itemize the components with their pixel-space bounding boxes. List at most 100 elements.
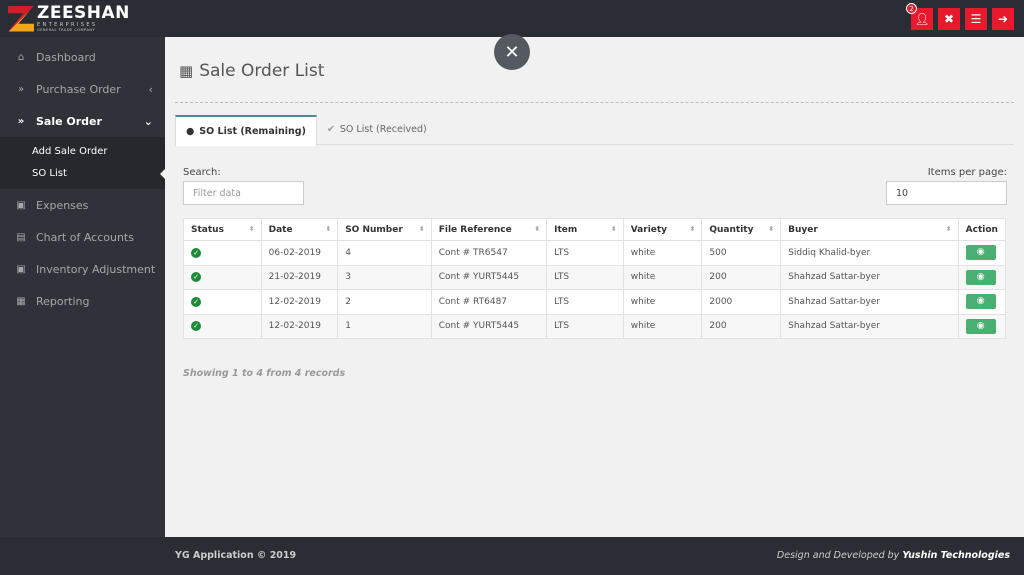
table-cell: 4 (337, 240, 432, 266)
divider (175, 102, 1014, 103)
sort-icon[interactable]: ⬍ (768, 224, 775, 233)
items-per-page-input[interactable]: 10 (886, 181, 1007, 205)
tab-bar: ● SO List (Remaining) ✔ SO List (Received) (175, 115, 1014, 146)
brand-line2: GENERAL TRADE COMPANY (37, 28, 96, 32)
status-cell: ✓ (183, 289, 262, 315)
action-cell: ◉ (957, 313, 1007, 339)
credit-company: Yushin Technologies (902, 550, 1010, 561)
sidebar-item-reporting[interactable]: ▦ Reporting (0, 285, 165, 317)
column-label: Action (965, 224, 998, 235)
search-input[interactable]: Filter data (183, 181, 304, 205)
sidebar-item-label: Dashboard (36, 50, 96, 64)
sidebar-item-label: Inventory Adjustment (36, 262, 156, 276)
action-cell: ◉ (957, 240, 1007, 266)
check-circle-icon: ✔ (326, 124, 335, 135)
eye-icon: ◉ (976, 320, 985, 331)
table-row: ✓ 06-02-2019 4 Cont # TR6547 LTS white 500 Sidd… (183, 240, 1007, 266)
table-cell: LTS (546, 289, 624, 315)
sort-icon[interactable]: ⬍ (325, 224, 332, 233)
table-cell: 200 (701, 264, 782, 290)
table-cell: 2000 (701, 289, 782, 315)
close-button[interactable]: ✕ (494, 34, 530, 70)
table-cell: white (622, 264, 703, 290)
double-chevron-icon: » (17, 115, 25, 127)
page-title-text: Sale Order List (199, 61, 325, 81)
tab-label: SO List (Received) (339, 124, 427, 135)
column-header[interactable]: Item ⬍ (546, 218, 624, 241)
user-button[interactable]: 👤︎ 2 (906, 3, 933, 30)
view-button[interactable]: ◉ (965, 269, 996, 285)
sort-icon[interactable]: ⬍ (945, 224, 952, 233)
sort-icon[interactable]: ⬍ (689, 224, 696, 233)
view-button[interactable]: ◉ (965, 318, 996, 334)
top-bar: ZEESHAN ENTERPRISES GENERAL TRADE COMPAN… (0, 0, 1024, 37)
column-label: Quantity (709, 224, 754, 235)
sidebar-item-sale-order[interactable]: » Sale Order ⌄ (0, 105, 165, 137)
check-circle-icon: ✓ (191, 247, 201, 258)
table-cell: Shahzad Sattar-byer (780, 289, 959, 315)
column-label: Variety (630, 224, 668, 235)
chevron-down-icon: ⌄ (143, 114, 153, 128)
logout-button[interactable]: ➜ (992, 8, 1014, 30)
eye-icon: ◉ (976, 247, 985, 258)
sidebar-item-label: Chart of Accounts (36, 230, 134, 244)
column-header[interactable]: Buyer ⬍ (780, 218, 959, 241)
view-button[interactable]: ◉ (965, 294, 996, 310)
footer: YG Application © 2019 Design and Develop… (165, 537, 1024, 575)
table-cell: Shahzad Sattar-byer (780, 313, 959, 339)
column-header[interactable]: Quantity ⬍ (701, 218, 782, 241)
table-cell: 12-02-2019 (260, 289, 339, 315)
sort-icon[interactable]: ⬍ (610, 224, 617, 233)
column-header[interactable]: File Reference ⬍ (430, 218, 548, 241)
sale-order-submenu: Add Sale Order SO List (0, 137, 165, 189)
page-title: ▦ Sale Order List (179, 61, 324, 81)
table-cell: 200 (701, 313, 782, 339)
sidebar-footer (0, 537, 165, 575)
table-cell: 500 (701, 240, 782, 266)
table-cell: white (622, 240, 703, 266)
sidebar-item-label: Reporting (36, 294, 90, 308)
sort-icon[interactable]: ⬍ (418, 224, 425, 233)
table-cell: white (622, 289, 703, 315)
sidebar-item-expenses[interactable]: ▣ Expenses (0, 189, 165, 221)
action-cell: ◉ (957, 264, 1007, 290)
sidebar-item-chart-of-accounts[interactable]: ▤ Chart of Accounts (0, 221, 165, 253)
table-cell: Siddiq Khalid-byer (780, 240, 959, 266)
tab-so-list-remaining[interactable]: ● SO List (Remaining) (175, 115, 317, 146)
action-cell: ◉ (957, 289, 1007, 315)
column-label: Date (268, 224, 293, 235)
sidebar-item-inventory-adjustment[interactable]: ▣ Inventory Adjustment (0, 253, 165, 285)
footer-copyright: YG Application © 2019 (175, 550, 297, 561)
column-header[interactable]: Status ⬍ (183, 218, 262, 241)
column-label: File Reference (438, 224, 512, 235)
double-chevron-icon: » (17, 83, 25, 95)
sidebar-item-dashboard[interactable]: ⌂ Dashboard (0, 41, 165, 73)
table-icon: ▦ (179, 62, 194, 80)
logout-icon: ➜ (997, 12, 1009, 26)
menu-button[interactable]: ☰ (965, 8, 987, 30)
menu-icon: ☰ (970, 12, 982, 26)
column-header[interactable]: Variety ⬍ (622, 218, 703, 241)
eye-icon: ◉ (976, 271, 985, 282)
table-row: ✓ 12-02-2019 2 Cont # RT6487 LTS white 2000 Sha… (183, 289, 1007, 315)
logo-mark (8, 5, 34, 32)
sidebar-item-add-sale-order[interactable]: Add Sale Order (32, 146, 108, 157)
column-header[interactable]: Date ⬍ (260, 218, 339, 241)
fullscreen-button[interactable]: ✖ (938, 8, 960, 30)
view-button[interactable]: ◉ (965, 245, 996, 261)
tab-so-list-received[interactable]: ✔ SO List (Received) (317, 115, 437, 144)
close-icon: ✕ (504, 41, 520, 63)
status-cell: ✓ (183, 240, 262, 266)
sidebar-item-purchase-order[interactable]: » Purchase Order ‹ (0, 73, 165, 105)
credit-prefix: Design and Developed by (776, 550, 900, 561)
search-label: Search: (183, 167, 221, 178)
logo[interactable]: ZEESHAN ENTERPRISES GENERAL TRADE COMPAN… (8, 5, 130, 32)
status-cell: ✓ (183, 313, 262, 339)
home-icon: ⌂ (17, 51, 25, 63)
sort-icon[interactable]: ⬍ (534, 224, 541, 233)
sale-order-table: Status ⬍ Date ⬍ SO Number ⬍ File Reference ⬍ Ite… (183, 218, 1007, 339)
sidebar-item-so-list[interactable]: SO List (0, 163, 165, 185)
sort-icon[interactable]: ⬍ (248, 224, 255, 233)
column-header[interactable]: SO Number ⬍ (337, 218, 432, 241)
column-header: Action (957, 218, 1007, 241)
